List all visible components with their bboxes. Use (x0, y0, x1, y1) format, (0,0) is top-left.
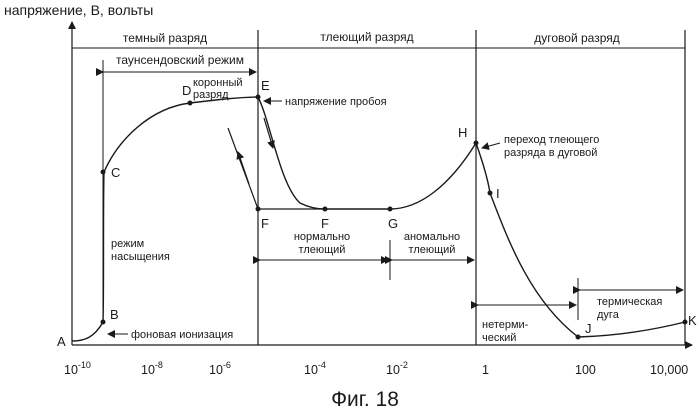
point-label-e: E (261, 78, 270, 93)
x-tick-label: 10-8 (141, 360, 163, 377)
transition-label-2: разряда в дуговой (504, 147, 597, 159)
figure-caption: Фиг. 18 (331, 388, 399, 411)
region-label-glow: тлеющий разряд (320, 30, 413, 44)
x-tick-label: 10,000 (650, 363, 688, 377)
point-label-j: J (585, 321, 592, 336)
point-dot-f2 (323, 207, 328, 212)
point-label-f1: F (261, 216, 269, 231)
region-label-arc: дуговой разряд (534, 31, 620, 45)
point-label-d: D (182, 83, 191, 98)
point-label-h: H (458, 125, 467, 140)
point-dot-c (101, 170, 106, 175)
point-dot-e (256, 95, 261, 100)
background-label: фоновая ионизация (131, 329, 233, 341)
x-tick-label: 10-4 (304, 360, 326, 377)
transition-arrow (482, 143, 500, 148)
x-tick-label: 10-2 (386, 360, 408, 377)
x-tick-label: 100 (575, 363, 596, 377)
point-label-b: B (110, 307, 119, 322)
nonthermal-label-2: ческий (482, 332, 516, 344)
abnormal-glow-label: аномально (404, 231, 460, 243)
point-label-k: K (688, 313, 697, 328)
breakdown-label: напряжение пробоя (285, 96, 387, 108)
return-segment (228, 128, 258, 209)
point-label-a: A (57, 334, 66, 349)
point-dot-d (188, 101, 193, 106)
nonthermal-label: нетерми- (482, 319, 529, 331)
thermal-label-2: дуга (597, 309, 620, 321)
point-label-g: G (388, 216, 398, 231)
x-tick-label: 10-6 (209, 360, 231, 377)
transition-label: переход тлеющего (504, 134, 599, 146)
y-axis-label: напряжение, В, вольты (4, 2, 153, 18)
point-dot-b (101, 320, 106, 325)
abnormal-glow-label-2: тлеющий (409, 244, 456, 256)
point-dot-f1 (256, 207, 261, 212)
point-label-i: I (496, 186, 500, 201)
return-arrow (238, 152, 249, 184)
townsend-label: таунсендовский режим (116, 53, 244, 67)
normal-glow-label-2: тлеющий (299, 244, 346, 256)
drop-arrow (264, 118, 273, 148)
point-label-c: C (111, 165, 120, 180)
point-dot-i (488, 191, 493, 196)
corona-label-2: разряд (193, 89, 229, 101)
point-dot-h (474, 141, 479, 146)
point-dot-j (576, 335, 581, 340)
corona-label: коронный (193, 77, 243, 89)
x-tick-label: 1 (482, 363, 489, 377)
thermal-label: термическая (597, 296, 662, 308)
normal-glow-label: нормально (294, 231, 350, 243)
saturation-label-2: насыщения (111, 251, 170, 263)
region-label-dark: темный разряд (123, 31, 207, 45)
saturation-label: режим (111, 238, 144, 250)
point-label-f2: F (321, 216, 329, 231)
x-tick-label: 10-10 (64, 360, 91, 377)
point-dot-k (683, 320, 688, 325)
point-dot-g (388, 207, 393, 212)
